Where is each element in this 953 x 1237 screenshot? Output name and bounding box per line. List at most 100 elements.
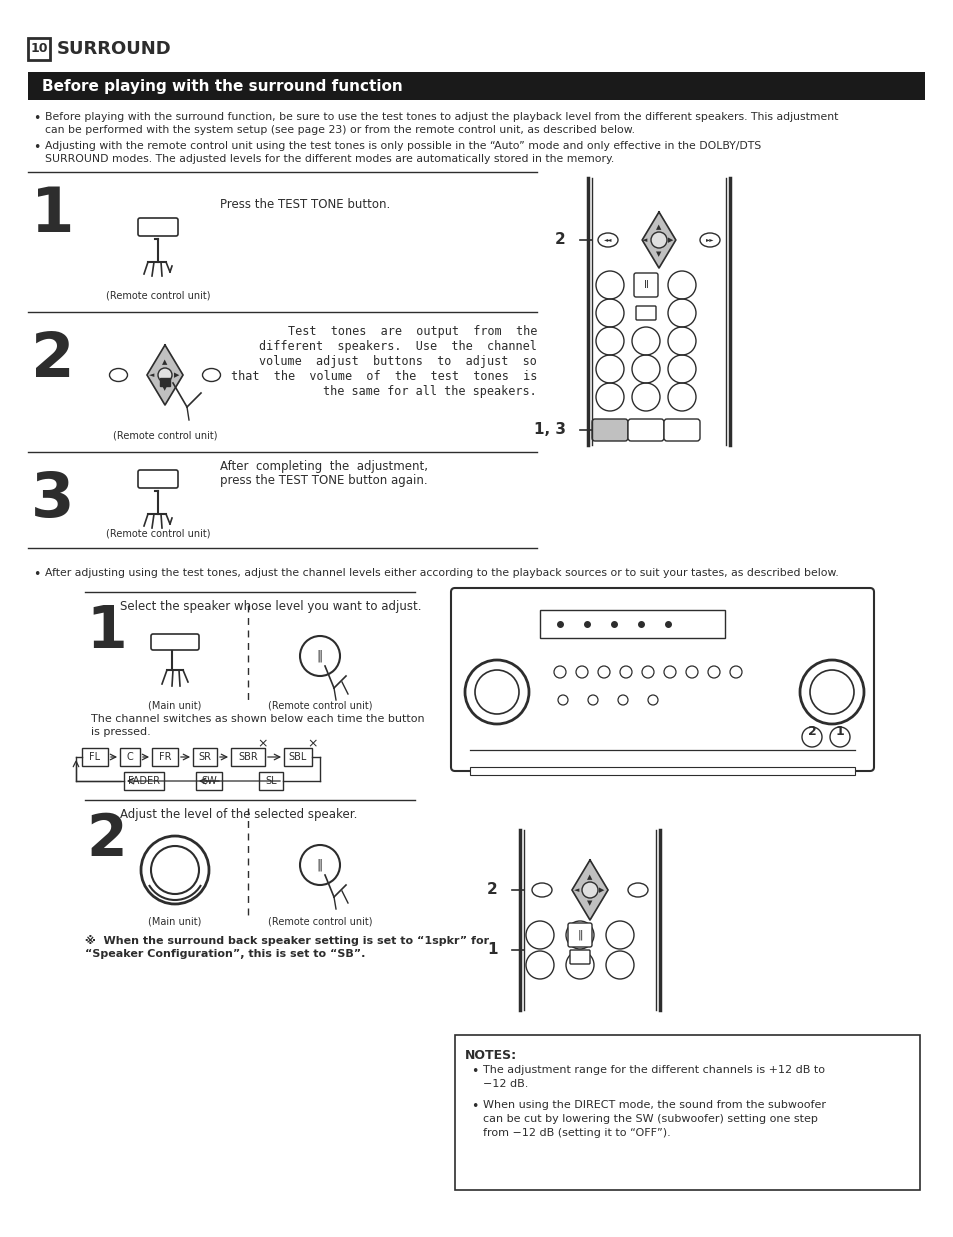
Text: (Remote control unit): (Remote control unit) <box>268 700 372 710</box>
Text: Test  tones  are  output  from  the: Test tones are output from the <box>287 325 537 338</box>
Bar <box>82 748 108 766</box>
Text: (Remote control unit): (Remote control unit) <box>106 528 210 538</box>
Text: volume  adjust  buttons  to  adjust  so: volume adjust buttons to adjust so <box>259 355 537 367</box>
FancyBboxPatch shape <box>569 950 589 964</box>
Text: SL: SL <box>265 776 276 785</box>
Text: 1, 3: 1, 3 <box>534 423 565 438</box>
Text: SURROUND modes. The adjusted levels for the different modes are automatically st: SURROUND modes. The adjusted levels for … <box>45 153 614 165</box>
Text: (Remote control unit): (Remote control unit) <box>268 917 372 927</box>
Text: press the TEST TONE button again.: press the TEST TONE button again. <box>220 474 427 487</box>
Text: the same for all the speakers.: the same for all the speakers. <box>323 385 537 398</box>
Text: 2: 2 <box>487 882 497 898</box>
Text: Ⅱ: Ⅱ <box>643 280 648 289</box>
Text: ▲: ▲ <box>587 875 592 880</box>
FancyBboxPatch shape <box>634 273 658 297</box>
Text: 3: 3 <box>30 470 74 529</box>
FancyBboxPatch shape <box>138 470 178 489</box>
Text: NOTES:: NOTES: <box>464 1049 517 1063</box>
Text: The adjustment range for the different channels is +12 dB to: The adjustment range for the different c… <box>482 1065 824 1075</box>
Bar <box>231 748 265 766</box>
Circle shape <box>650 233 666 247</box>
Text: 2: 2 <box>555 233 565 247</box>
Text: 1: 1 <box>86 604 127 661</box>
Text: After  completing  the  adjustment,: After completing the adjustment, <box>220 460 428 473</box>
Text: ▼: ▼ <box>587 901 592 905</box>
Text: Before playing with the surround function, be sure to use the test tones to adju: Before playing with the surround functio… <box>45 113 838 122</box>
Text: ‖: ‖ <box>577 930 582 940</box>
Text: ◄: ◄ <box>150 372 154 379</box>
Bar <box>28 72 924 100</box>
Text: −12 dB.: −12 dB. <box>482 1079 528 1089</box>
Text: •: • <box>33 113 40 125</box>
Text: After adjusting using the test tones, adjust the channel levels either according: After adjusting using the test tones, ad… <box>45 568 838 578</box>
Text: ×: × <box>308 737 318 750</box>
Text: Before playing with the surround function: Before playing with the surround functio… <box>42 78 402 94</box>
Text: The channel switches as shown below each time the button: The channel switches as shown below each… <box>91 714 424 724</box>
Text: that  the  volume  of  the  test  tones  is: that the volume of the test tones is <box>231 370 537 383</box>
Text: Press the TEST TONE button.: Press the TEST TONE button. <box>220 198 390 212</box>
Text: ※  When the surround back speaker setting is set to “1spkr” for: ※ When the surround back speaker setting… <box>85 935 489 946</box>
Circle shape <box>158 367 172 382</box>
Bar <box>258 772 283 790</box>
Text: ◄: ◄ <box>641 238 647 242</box>
Text: 2: 2 <box>30 330 74 390</box>
Bar <box>124 772 164 790</box>
Bar <box>455 1035 919 1190</box>
FancyBboxPatch shape <box>151 635 199 649</box>
Text: SR: SR <box>198 752 212 762</box>
Text: ×: × <box>257 737 268 750</box>
FancyBboxPatch shape <box>451 588 873 771</box>
Text: FL: FL <box>90 752 100 762</box>
Text: (Remote control unit): (Remote control unit) <box>112 430 217 440</box>
Text: (Main unit): (Main unit) <box>148 917 201 927</box>
Text: FR: FR <box>158 752 172 762</box>
Text: SURROUND: SURROUND <box>57 40 172 58</box>
Text: (Main unit): (Main unit) <box>148 700 201 710</box>
Bar <box>152 748 178 766</box>
Bar <box>195 772 222 790</box>
FancyBboxPatch shape <box>592 419 627 442</box>
Bar <box>28 38 50 61</box>
Bar <box>160 377 170 386</box>
Text: 10: 10 <box>30 42 48 56</box>
Text: SW: SW <box>201 776 216 785</box>
FancyBboxPatch shape <box>567 923 592 948</box>
Text: ‖: ‖ <box>316 858 323 872</box>
Text: “Speaker Configuration”, this is set to “SB”.: “Speaker Configuration”, this is set to … <box>85 949 365 959</box>
Text: C: C <box>127 752 133 762</box>
Ellipse shape <box>532 883 552 897</box>
Bar <box>470 767 854 776</box>
Text: FADER: FADER <box>128 776 160 785</box>
Text: ▶: ▶ <box>598 887 604 893</box>
Text: ▲: ▲ <box>656 224 661 230</box>
Text: 1: 1 <box>835 725 843 738</box>
Polygon shape <box>572 860 607 920</box>
Text: 2: 2 <box>807 725 816 738</box>
Text: Adjusting with the remote control unit using the test tones is only possible in : Adjusting with the remote control unit u… <box>45 141 760 151</box>
Text: Select the speaker whose level you want to adjust.: Select the speaker whose level you want … <box>120 600 421 614</box>
Text: ▲: ▲ <box>162 359 168 365</box>
Bar <box>193 748 216 766</box>
Text: ◄: ◄ <box>574 887 579 893</box>
Text: •: • <box>33 141 40 153</box>
Circle shape <box>581 882 598 898</box>
Ellipse shape <box>700 233 720 247</box>
FancyBboxPatch shape <box>138 218 178 236</box>
Ellipse shape <box>110 369 128 381</box>
Text: ▼: ▼ <box>656 251 661 257</box>
Bar <box>539 610 724 638</box>
Text: •: • <box>471 1100 477 1113</box>
Bar <box>120 748 140 766</box>
Text: different  speakers.  Use  the  channel: different speakers. Use the channel <box>259 340 537 353</box>
FancyBboxPatch shape <box>627 419 663 442</box>
Text: 2: 2 <box>86 811 127 868</box>
Text: ▶: ▶ <box>174 372 179 379</box>
Polygon shape <box>641 212 675 268</box>
Text: ►►: ►► <box>705 238 714 242</box>
FancyBboxPatch shape <box>663 419 700 442</box>
Text: ▼: ▼ <box>162 385 168 391</box>
Text: When using the DIRECT mode, the sound from the subwoofer: When using the DIRECT mode, the sound fr… <box>482 1100 825 1110</box>
Bar <box>284 748 312 766</box>
Text: 1: 1 <box>487 943 497 957</box>
Text: can be performed with the system setup (see page 23) or from the remote control : can be performed with the system setup (… <box>45 125 635 135</box>
